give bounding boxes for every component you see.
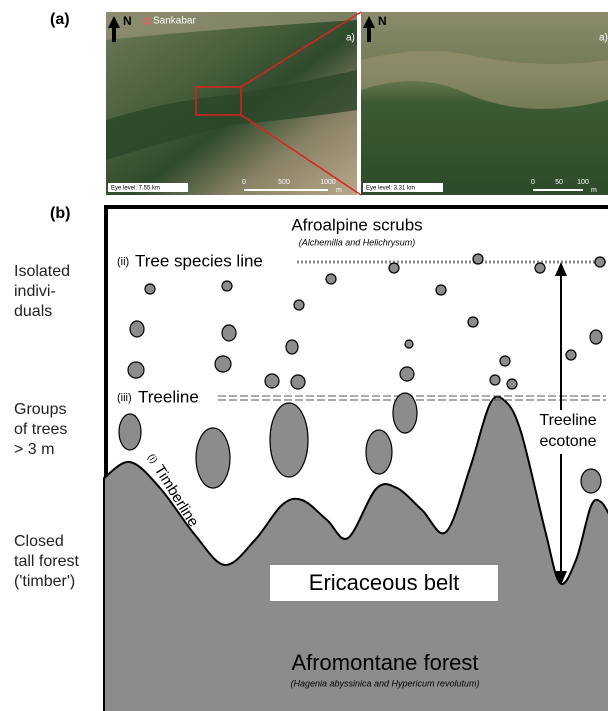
scale-label: 1000 bbox=[320, 179, 336, 186]
tree bbox=[506, 378, 518, 390]
tree bbox=[565, 349, 577, 361]
tree bbox=[118, 413, 142, 451]
scale-label: 100 bbox=[577, 179, 589, 186]
north-label: N bbox=[123, 14, 132, 28]
scrub-patch bbox=[361, 51, 608, 109]
line-label: Tree species line bbox=[135, 251, 263, 270]
species-label: (Hagenia abyssinica and Hypericum revolu… bbox=[290, 678, 479, 688]
zone-side-label: of trees bbox=[14, 421, 67, 438]
corner-label: a) bbox=[346, 33, 355, 44]
tree bbox=[214, 355, 232, 373]
tree bbox=[221, 324, 237, 342]
zone-side-label: ('timber') bbox=[14, 573, 75, 590]
species-label: (Alchemilla and Helichrysum) bbox=[299, 237, 416, 247]
tree bbox=[435, 284, 447, 296]
tree bbox=[269, 402, 309, 478]
scale-label: 50 bbox=[555, 179, 563, 186]
tree bbox=[467, 316, 479, 328]
zone-side-label: > 3 m bbox=[14, 441, 54, 458]
line-label: Treeline bbox=[138, 387, 199, 406]
tree bbox=[290, 374, 306, 390]
tree bbox=[580, 468, 602, 494]
eye-box bbox=[108, 183, 188, 192]
label-box bbox=[533, 410, 603, 454]
ecotone-label: ecotone bbox=[540, 433, 597, 450]
scale-unit: m bbox=[336, 187, 342, 194]
ecotone-label: Treeline bbox=[539, 412, 596, 429]
tree bbox=[472, 253, 484, 265]
scale-label: 500 bbox=[278, 179, 290, 186]
tree bbox=[589, 329, 603, 345]
tree bbox=[127, 361, 145, 379]
tree bbox=[293, 299, 305, 311]
tree bbox=[221, 280, 233, 292]
forest-label: Afromontane forest bbox=[291, 650, 478, 675]
tree bbox=[534, 262, 546, 274]
tree bbox=[399, 366, 415, 382]
zoom-line bbox=[240, 11, 362, 88]
zone-side-label: tall forest bbox=[14, 553, 79, 570]
tree bbox=[594, 256, 606, 268]
tree bbox=[392, 392, 418, 434]
label-box bbox=[270, 565, 498, 601]
eye-box bbox=[363, 183, 443, 192]
tree bbox=[499, 355, 511, 367]
line-marker: (iii) bbox=[117, 392, 132, 404]
zone-side-label: indivi- bbox=[14, 283, 56, 300]
tree bbox=[129, 320, 145, 338]
north-label: N bbox=[378, 14, 387, 28]
zone-side-label: Closed bbox=[14, 533, 64, 550]
tree bbox=[264, 373, 280, 389]
tree bbox=[404, 339, 414, 349]
zone-side-label: Groups bbox=[14, 401, 66, 418]
tree bbox=[325, 273, 337, 285]
scale-label: 0 bbox=[242, 179, 246, 186]
north-arrow bbox=[108, 16, 120, 42]
zone-side-label: duals bbox=[14, 303, 52, 320]
scale-label: 0 bbox=[531, 179, 535, 186]
tree bbox=[195, 427, 231, 489]
belt-label: Ericaceous belt bbox=[309, 570, 459, 595]
tree bbox=[388, 262, 400, 274]
corner-label: a) bbox=[599, 33, 608, 44]
scale-unit: m bbox=[591, 187, 597, 194]
place-label: Sankabar bbox=[153, 16, 196, 27]
zoom-box bbox=[195, 86, 242, 116]
panel-label: (b) bbox=[50, 205, 70, 222]
place-marker bbox=[143, 17, 151, 25]
zoom-line bbox=[240, 114, 362, 196]
tree bbox=[365, 429, 393, 475]
zone-label: Afroalpine scrubs bbox=[291, 215, 422, 234]
ridge bbox=[106, 12, 357, 40]
zone-side-label: Isolated bbox=[14, 263, 70, 280]
tree bbox=[144, 283, 156, 295]
line-marker: (ii) bbox=[117, 256, 129, 268]
eye-level: Eye level: 3.31 km bbox=[366, 186, 415, 192]
forest-profile bbox=[103, 395, 608, 711]
north-arrow bbox=[363, 16, 375, 42]
tree bbox=[489, 374, 501, 386]
tree bbox=[285, 339, 299, 355]
panel-label: (a) bbox=[50, 11, 70, 28]
eye-level: Eye level: 7.55 km bbox=[111, 186, 160, 192]
